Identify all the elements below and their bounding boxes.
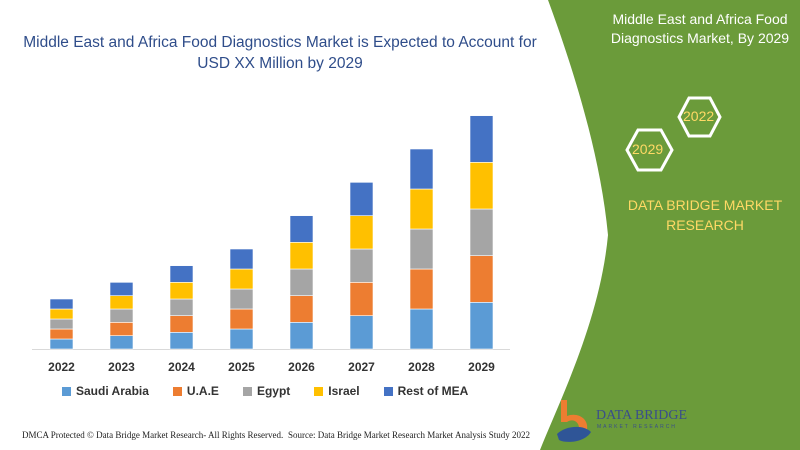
bar-2023-saudi-arabia [109, 335, 134, 350]
bar-2027-egypt [349, 248, 374, 283]
x-tick-label: 2023 [108, 360, 135, 374]
bar-2029-u-a-e [469, 255, 494, 303]
footer-source: Source: Data Bridge Market Research Mark… [288, 430, 530, 440]
legend-swatch [314, 386, 324, 396]
legend-swatch [62, 386, 71, 396]
bar-2027-saudi-arabia [349, 315, 374, 350]
bar-2024-israel [169, 282, 194, 300]
x-tick-label: 2024 [168, 360, 195, 374]
legend-swatch [172, 386, 182, 396]
bar-2026-rest-of-mea [289, 215, 314, 243]
logo-subtitle: MARKET RESEARCH [597, 424, 677, 430]
bar-2029-saudi-arabia [469, 302, 494, 350]
bar-2029-rest-of-mea [469, 115, 494, 163]
hex-2022 [677, 96, 722, 138]
bar-2024-rest-of-mea [169, 265, 194, 283]
bar-chart: 2022 2023 2024 2025 2026 2027 2028 2029 [32, 115, 510, 374]
bar-2024-egypt [169, 298, 194, 316]
legend-swatch [242, 386, 252, 396]
bar-2026-israel [289, 242, 314, 270]
bar-2022-israel [49, 308, 74, 320]
bar-2022-u-a-e [49, 328, 74, 340]
x-tick-label: 2025 [228, 360, 255, 374]
bar-2022-rest-of-mea [49, 298, 74, 310]
x-tick-label: 2027 [348, 360, 375, 374]
bar-2023-egypt [109, 308, 134, 323]
bar-2025-rest-of-mea [229, 248, 254, 270]
bar-2027-u-a-e [349, 282, 374, 316]
legend-item: Egypt [242, 384, 291, 398]
x-tick-label: 2022 [48, 360, 75, 374]
footer-copyright: DMCA Protected © Data Bridge Market Rese… [22, 430, 284, 440]
hex-2029 [625, 128, 674, 172]
bar-2028-israel [409, 188, 434, 230]
bar-2023-u-a-e [109, 322, 134, 336]
legend-item: U.A.E [172, 384, 219, 398]
x-tick-label: 2026 [288, 360, 315, 374]
bar-2028-rest-of-mea [409, 148, 434, 190]
legend-swatch [383, 386, 393, 396]
bar-2025-egypt [229, 288, 254, 310]
legend-item: Saudi Arabia [62, 384, 149, 398]
bar-2025-israel [229, 268, 254, 290]
bar-2025-saudi-arabia [229, 328, 254, 350]
legend-label: U.A.E [186, 384, 219, 398]
panel-brand: DATA BRIDGE MARKET RESEARCH [627, 197, 783, 233]
hex-label-2029: 2029 [632, 141, 664, 157]
bar-2023-rest-of-mea [109, 282, 134, 296]
bar-2029-egypt [469, 208, 494, 256]
chart-title: Middle East and Africa Food Diagnostics … [23, 34, 537, 72]
bar-2027-rest-of-mea [349, 182, 374, 216]
bar-2026-u-a-e [289, 295, 314, 323]
legend-label: Rest of MEA [397, 384, 469, 398]
x-tick-label: 2029 [468, 360, 495, 374]
bar-2024-u-a-e [169, 315, 194, 333]
bar-2027-israel [349, 215, 374, 250]
panel-title: Middle East and Africa Food Diagnostics … [610, 11, 790, 46]
legend: Saudi Arabia U.A.E Egypt Israel Rest of MEA [62, 384, 468, 398]
logo-icon [557, 400, 591, 442]
bar-2028-saudi-arabia [409, 308, 434, 350]
hex-label-2022: 2022 [683, 108, 715, 124]
bar-2028-egypt [409, 228, 434, 270]
legend-item: Israel [314, 384, 360, 398]
legend-label: Egypt [256, 384, 291, 398]
bar-2022-saudi-arabia [49, 338, 74, 350]
bar-2029-israel [469, 162, 494, 210]
bar-2025-u-a-e [229, 308, 254, 330]
logo-name: DATA BRIDGE [596, 408, 688, 423]
bar-2022-egypt [49, 318, 74, 330]
legend-label: Israel [328, 384, 360, 398]
bar-2026-saudi-arabia [289, 322, 314, 350]
bar-2024-saudi-arabia [169, 332, 194, 350]
x-tick-label: 2028 [408, 360, 435, 374]
bar-2026-egypt [289, 268, 314, 296]
bar-2028-u-a-e [409, 268, 434, 310]
legend-item: Rest of MEA [383, 384, 469, 398]
bar-2023-israel [109, 295, 134, 310]
legend-label: Saudi Arabia [76, 384, 149, 398]
